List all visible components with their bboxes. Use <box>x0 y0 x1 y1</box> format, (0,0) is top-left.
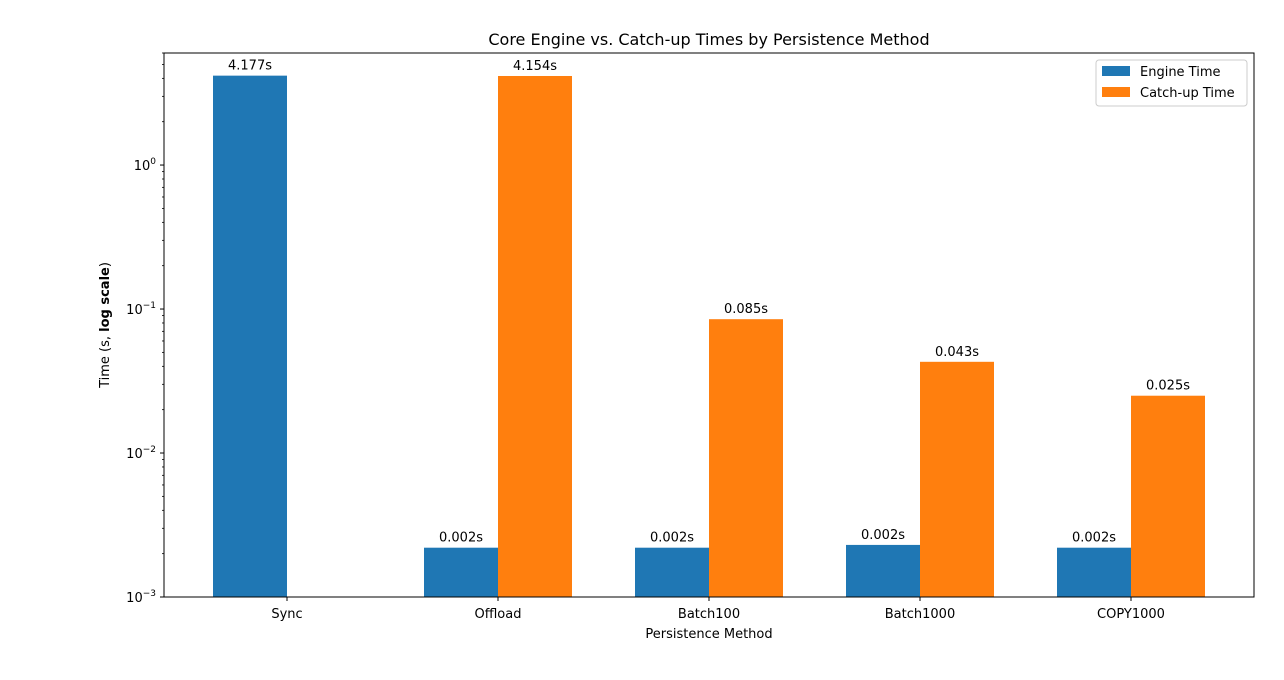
legend-label-engine: Engine Time <box>1140 65 1221 80</box>
bar-catch-up-time-copy1000 <box>1131 395 1205 597</box>
bars-group <box>213 75 1205 598</box>
data-label-engine-time-batch1000: 0.002s <box>861 528 905 543</box>
legend-swatch-catchup <box>1102 87 1130 97</box>
data-labels-group: 4.177s 0.002s 0.002s 0.002s 0.002s 4.154s 0.08… <box>228 59 1190 546</box>
x-axis-label: Persistence Method <box>645 627 772 642</box>
x-tick-label-batch100: Batch100 <box>678 607 740 622</box>
y-axis-label-bold: log scale <box>98 267 113 332</box>
x-tick-label-copy1000: COPY1000 <box>1097 607 1165 622</box>
legend-label-catchup: Catch-up Time <box>1140 86 1235 101</box>
y-axis-ticks: 10−3 10−2 10−1 100 <box>126 52 164 606</box>
data-label-engine-time-batch100: 0.002s <box>650 531 694 546</box>
bar-catch-up-time-offload <box>498 75 572 598</box>
data-label-catch-up-time-offload: 4.154s <box>513 59 557 74</box>
data-label-engine-time-copy1000: 0.002s <box>1072 531 1116 546</box>
chart-title: Core Engine vs. Catch-up Times by Persis… <box>488 30 929 49</box>
x-tick-label-batch1000: Batch1000 <box>885 607 955 622</box>
legend: Engine Time Catch-up Time <box>1095 59 1248 107</box>
data-label-engine-time-sync: 4.177s <box>228 59 272 74</box>
y-tick-label: 10−2 <box>126 445 156 462</box>
y-tick-label: 100 <box>134 157 157 174</box>
x-tick-label-offload: Offload <box>475 607 522 622</box>
bar-engine-time-sync <box>213 75 287 598</box>
y-axis-label-prefix: Time (s, <box>98 332 113 389</box>
y-tick-label: 10−3 <box>126 589 156 606</box>
data-label-engine-time-offload: 0.002s <box>439 531 483 546</box>
y-axis-label-suffix: ) <box>98 262 113 267</box>
bar-engine-time-copy1000 <box>1057 547 1131 597</box>
plot-frame <box>163 52 1255 598</box>
data-label-catch-up-time-batch1000: 0.043s <box>935 345 979 360</box>
y-axis-label: Time (s, log scale) <box>98 262 113 389</box>
bar-engine-time-batch100 <box>635 547 709 597</box>
legend-swatch-engine <box>1102 66 1130 76</box>
legend-frame <box>1095 59 1248 107</box>
data-label-catch-up-time-batch100: 0.085s <box>724 302 768 317</box>
bar-catch-up-time-batch100 <box>709 319 783 597</box>
bar-engine-time-batch1000 <box>846 544 920 597</box>
data-label-catch-up-time-copy1000: 0.025s <box>1146 379 1190 394</box>
y-tick-label: 10−1 <box>126 301 156 318</box>
bar-engine-time-offload <box>424 547 498 597</box>
x-axis-ticks: Sync Offload Batch100 Batch1000 COPY1000 <box>271 597 1165 622</box>
x-tick-label-sync: Sync <box>271 607 302 622</box>
bar-catch-up-time-batch1000 <box>920 361 994 597</box>
